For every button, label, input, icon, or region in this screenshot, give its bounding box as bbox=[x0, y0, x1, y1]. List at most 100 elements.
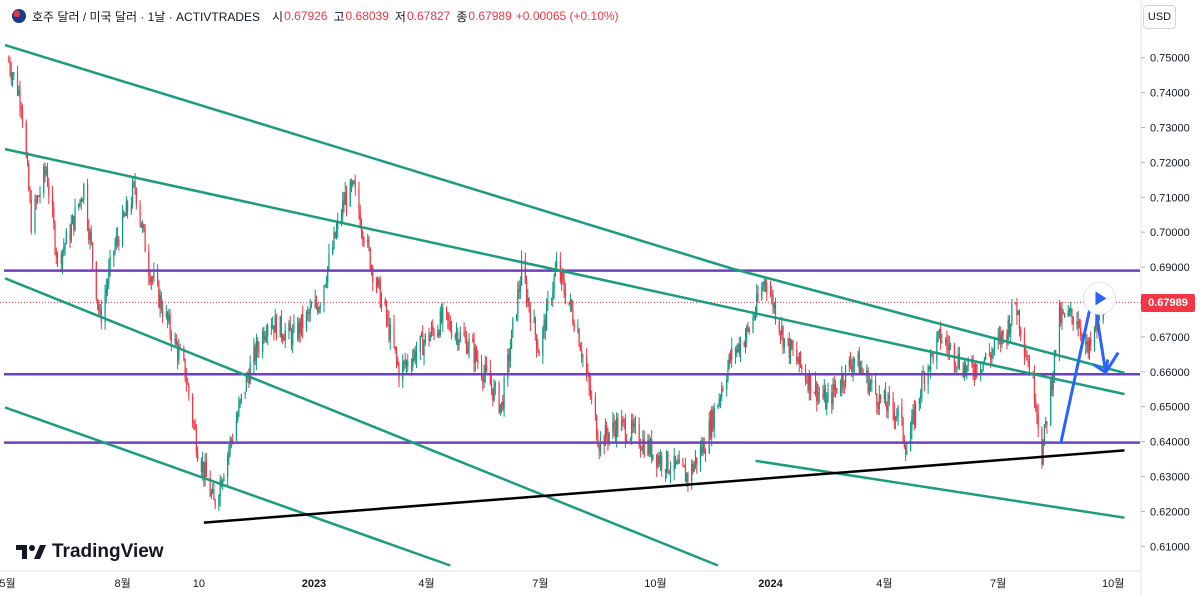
candle-body bbox=[369, 248, 371, 270]
candle-body bbox=[98, 303, 100, 311]
high-value: 0.68039 bbox=[345, 9, 389, 23]
candle-body bbox=[588, 374, 590, 386]
candle-body bbox=[378, 278, 380, 281]
candle-body bbox=[731, 348, 733, 360]
candle-body bbox=[223, 476, 225, 481]
candle-body bbox=[722, 389, 724, 391]
candle-body bbox=[839, 388, 842, 393]
candle-body bbox=[833, 383, 835, 391]
candle-body bbox=[1007, 320, 1009, 341]
candle-body bbox=[678, 459, 680, 464]
candle-body bbox=[433, 330, 435, 337]
channel-line bbox=[4, 277, 719, 567]
candle-body bbox=[983, 359, 985, 362]
candle-body bbox=[445, 307, 448, 313]
candle-body bbox=[185, 378, 187, 384]
candle-body bbox=[910, 431, 912, 452]
candle-body bbox=[687, 473, 689, 483]
candle-body bbox=[263, 331, 265, 340]
candle-body bbox=[463, 331, 465, 336]
candle-body bbox=[126, 201, 129, 212]
candle-body bbox=[1015, 303, 1017, 305]
candle-body bbox=[1053, 350, 1056, 376]
candle-body bbox=[702, 441, 704, 453]
candle-body bbox=[893, 411, 895, 421]
candle-body bbox=[586, 355, 588, 374]
candle-body bbox=[902, 417, 904, 440]
candle-body bbox=[528, 298, 530, 309]
candle-body bbox=[465, 337, 468, 354]
candle-body bbox=[796, 349, 798, 361]
candle-body bbox=[402, 362, 404, 381]
candle-body bbox=[162, 309, 164, 317]
candle-body bbox=[345, 192, 348, 207]
candle-body bbox=[517, 289, 519, 315]
x-tick-label: 4월 bbox=[418, 577, 434, 590]
candle-body bbox=[573, 322, 575, 331]
candle-body bbox=[668, 471, 670, 474]
candle-body bbox=[643, 439, 645, 455]
candle-body bbox=[475, 348, 478, 360]
candle-body bbox=[1018, 310, 1021, 329]
candle-body bbox=[817, 392, 819, 402]
candle-body bbox=[28, 164, 30, 191]
candle-body bbox=[449, 320, 451, 331]
candle-body bbox=[474, 348, 476, 364]
candle-body bbox=[275, 315, 278, 338]
candle-body bbox=[572, 309, 574, 323]
candle-body bbox=[779, 331, 782, 335]
y-tick-label: 0.70000 bbox=[1150, 227, 1190, 239]
candle-body bbox=[923, 374, 925, 385]
candle-body bbox=[616, 418, 618, 439]
candle-body bbox=[131, 184, 134, 205]
tradingview-logo[interactable]: TradingView bbox=[16, 541, 164, 563]
candle-body bbox=[621, 419, 623, 431]
candle-body bbox=[624, 421, 627, 441]
candle-body bbox=[228, 449, 230, 456]
candle-body bbox=[1010, 323, 1012, 335]
candle-body bbox=[46, 170, 49, 186]
candle-body bbox=[480, 362, 483, 377]
candle-body bbox=[240, 394, 243, 400]
candle-body bbox=[394, 346, 396, 350]
candle-body bbox=[852, 363, 854, 372]
candle-body bbox=[48, 185, 50, 196]
candle-body bbox=[782, 326, 784, 348]
candle-body bbox=[941, 341, 943, 343]
candle-body bbox=[1026, 354, 1028, 361]
candle-body bbox=[350, 181, 353, 186]
candle-body bbox=[756, 293, 758, 313]
candle-body bbox=[130, 204, 132, 212]
candle-body bbox=[157, 272, 159, 283]
currency-button[interactable]: USD bbox=[1143, 5, 1176, 29]
candle-body bbox=[405, 361, 408, 365]
candle-body bbox=[1001, 330, 1003, 344]
candle-body bbox=[797, 360, 799, 364]
candle-body bbox=[892, 398, 894, 412]
candle-body bbox=[508, 354, 510, 362]
logo-text: TradingView bbox=[52, 541, 164, 562]
candle-body bbox=[219, 480, 221, 497]
candle-body bbox=[911, 416, 913, 432]
candle-body bbox=[1023, 334, 1026, 355]
candle-body bbox=[194, 423, 196, 430]
symbol-title[interactable]: 호주 달러 / 미국 달러 · 1날 · ACTIVTRADES bbox=[32, 9, 261, 24]
candle-body bbox=[307, 311, 309, 313]
candle-body bbox=[518, 289, 520, 292]
candle-body bbox=[992, 349, 994, 353]
candle-body bbox=[536, 334, 538, 350]
candle-body bbox=[834, 388, 837, 391]
candle-body bbox=[367, 239, 369, 243]
candle-body bbox=[139, 204, 141, 223]
candle-body bbox=[1062, 311, 1064, 313]
candle-body bbox=[975, 364, 977, 377]
candle-body bbox=[192, 395, 194, 423]
candle-body bbox=[781, 326, 783, 335]
candle-body bbox=[115, 236, 117, 245]
candle-body bbox=[631, 420, 633, 439]
candle-body bbox=[869, 382, 872, 384]
candle-body bbox=[150, 278, 152, 283]
candle-body bbox=[664, 469, 667, 473]
